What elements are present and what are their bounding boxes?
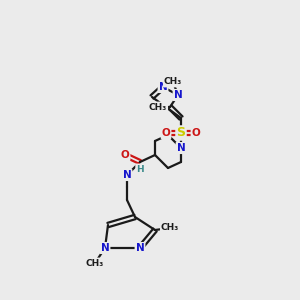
Text: N: N <box>177 143 185 153</box>
Text: N: N <box>100 243 109 253</box>
Text: O: O <box>121 150 129 160</box>
Text: H: H <box>136 164 144 173</box>
Text: N: N <box>123 170 131 180</box>
Text: O: O <box>162 128 170 138</box>
Text: O: O <box>192 128 200 138</box>
Text: S: S <box>176 127 185 140</box>
Text: N: N <box>159 82 167 92</box>
Text: CH₃: CH₃ <box>86 259 104 268</box>
Text: CH₃: CH₃ <box>164 77 182 86</box>
Text: CH₃: CH₃ <box>161 224 179 232</box>
Text: CH₃: CH₃ <box>149 103 167 112</box>
Text: N: N <box>136 243 144 253</box>
Text: N: N <box>174 90 182 100</box>
